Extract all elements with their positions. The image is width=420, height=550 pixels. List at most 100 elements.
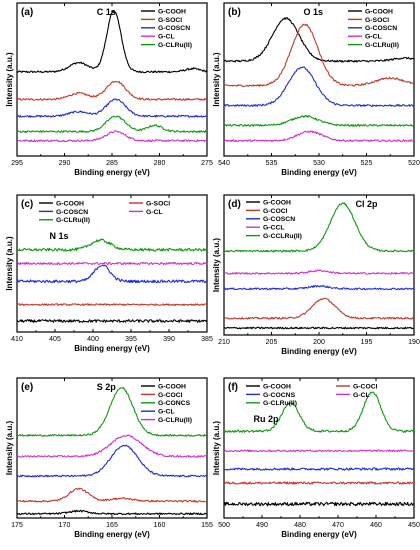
- panel-c-legend-label: G-CL: [146, 209, 163, 216]
- panel-e-xtick-label: 175: [11, 522, 23, 529]
- panel-f-xtick-label: 470: [332, 522, 344, 529]
- panel-c-legend-label: G-CLRu(II): [56, 217, 90, 224]
- panel-a-trace-g-cooh: [16, 10, 208, 74]
- panel-e-legend-label: G-CONCS: [158, 400, 191, 407]
- panel-a-legend-label: G-CLRu(II): [158, 42, 192, 49]
- panel-c-title: N 1s: [49, 231, 68, 241]
- panel-f-legend-label: G-COCl: [353, 383, 378, 390]
- panel-d-frame: [223, 194, 415, 336]
- panel-b-xtick-label: 540: [218, 160, 230, 167]
- panel-f-xtick-label: 450: [408, 522, 420, 529]
- panel-d-legend-label: G-COCl: [263, 208, 288, 215]
- panel-f-label: (f): [228, 382, 238, 393]
- panel-c-trace-g-cl: [16, 261, 208, 266]
- panel-f-trace-g-cocns: [223, 467, 415, 471]
- panel-f-trace-g-cl: [223, 449, 415, 453]
- panel-c-xtick-label: 395: [125, 336, 137, 343]
- panel-e-legend-label: G-CL: [158, 409, 175, 416]
- panel-e-trace-g-concs: [16, 386, 208, 437]
- panel-f-legend-label: G-CLRu(II): [263, 400, 297, 407]
- panel-c-xtick-label: 385: [201, 336, 213, 343]
- panel-a-ylabel: Intensity (a.u.): [5, 52, 14, 107]
- panel-d-legend-label: G-COSCN: [263, 216, 295, 223]
- panel-c-trace-g-socl: [16, 303, 208, 306]
- panel-f-xtick-label: 480: [294, 522, 306, 529]
- panel-f-xtick-label: 500: [218, 522, 230, 529]
- panel-b-xtick-label: 535: [266, 160, 278, 167]
- panel-b-trace-g-cl: [223, 130, 415, 143]
- panel-a-xtick-label: 285: [106, 160, 118, 167]
- panel-d-trace-g-coscn: [223, 284, 415, 291]
- panel-b-legend-label: G-CLRu(II): [365, 42, 399, 49]
- panel-f-frame: [223, 377, 415, 519]
- panel-d-xtick-label: 190: [408, 339, 420, 346]
- panel-c-legend-label: G-COSCN: [56, 209, 88, 216]
- panel-c-xtick-label: 400: [87, 336, 99, 343]
- panel-d-trace-g-cocl: [223, 297, 415, 320]
- panel-e-xlabel: Binding energy (eV): [74, 530, 150, 539]
- panel-b-xtick-label: 525: [361, 160, 373, 167]
- panel-d-title: Cl 2p: [355, 199, 378, 209]
- panel-e-legend-label: G-COOH: [158, 383, 186, 390]
- panel-e-xtick-label: 165: [106, 522, 118, 529]
- panel-f-legend-label: G-CL: [353, 392, 370, 399]
- panel-b-legend-label: G-COSCN: [365, 25, 397, 32]
- panel-a-legend-label: G-SOCl: [158, 17, 182, 24]
- panel-d-xtick-label: 200: [313, 339, 325, 346]
- panel-b-xtick-label: 520: [408, 160, 420, 167]
- panel-a-legend-label: G-COSCN: [158, 25, 190, 32]
- panel-d-legend-label: G-COOH: [263, 199, 291, 206]
- panel-f-trace-g-cocl: [223, 481, 415, 485]
- panel-c-xtick-label: 405: [49, 336, 61, 343]
- panel-b-label: (b): [228, 7, 241, 18]
- panel-d-trace-g-ccl: [223, 269, 415, 275]
- panel-b-title: O 1s: [304, 7, 324, 17]
- panel-a-title: C 1s: [97, 7, 116, 17]
- panel-d-label: (d): [228, 199, 241, 210]
- panel-d-xtick-label: 205: [266, 339, 278, 346]
- panel-a-xtick-label: 280: [154, 160, 166, 167]
- panel-c-xtick-label: 390: [163, 336, 175, 343]
- panel-d-xlabel: Binding energy (eV): [281, 347, 357, 356]
- panel-e-ylabel: Intensity (a.u.): [5, 421, 14, 476]
- panel-d-xtick-label: 195: [361, 339, 373, 346]
- panel-a-xtick-label: 290: [59, 160, 71, 167]
- panel-a-trace-g-cl: [16, 130, 208, 143]
- panel-f-xtick-label: 460: [370, 522, 382, 529]
- panel-e-frame: [16, 377, 208, 519]
- panel-e-trace-g-cocl: [16, 487, 208, 503]
- panel-f-xlabel: Binding energy (eV): [281, 530, 357, 539]
- panel-b-trace-g-socl: [223, 23, 415, 88]
- panel-d-trace-g-cooh: [223, 326, 415, 330]
- panel-f-title: Ru 2p: [253, 414, 279, 424]
- panel-f-legend-label: G-COCNS: [263, 392, 296, 399]
- panel-b-xlabel: Binding energy (eV): [281, 168, 357, 177]
- panel-e-trace-g-cl: [16, 444, 208, 478]
- panel-b-trace-g-clru-ii-: [223, 114, 415, 127]
- panel-b-xtick-label: 530: [313, 160, 325, 167]
- panel-e-legend-label: G-CLRu(II): [158, 417, 192, 424]
- panel-c-trace-g-coscn: [16, 264, 208, 284]
- panel-c-ylabel: Intensity (a.u.): [5, 236, 14, 291]
- panel-d-legend-label: G-CCL: [263, 225, 285, 232]
- panel-f-ylabel: Intensity (a.u.): [212, 421, 221, 476]
- panel-a-legend-label: G-COOH: [158, 8, 186, 15]
- panel-f-xtick-label: 490: [256, 522, 268, 529]
- panel-b-legend-label: G-CL: [365, 34, 382, 41]
- panel-b-legend-label: G-COOH: [365, 8, 393, 15]
- panel-a-xtick-label: 295: [11, 160, 23, 167]
- panel-b-ylabel: Intensity (a.u.): [212, 52, 221, 107]
- panel-e-label: (e): [21, 382, 33, 393]
- panel-f-trace-g-clru-ii-: [223, 391, 415, 433]
- panel-b-trace-g-cooh: [223, 17, 415, 63]
- panel-f-trace-g-cooh: [223, 501, 415, 507]
- panel-e-xtick-label: 170: [59, 522, 71, 529]
- panel-d-ylabel: Intensity (a.u.): [212, 238, 221, 293]
- panel-a-trace-g-coscn: [16, 98, 208, 118]
- panel-e-title: S 2p: [97, 382, 117, 392]
- panel-a-trace-g-clru-ii-: [16, 115, 208, 133]
- panel-c-trace-g-clru-ii-: [16, 238, 208, 252]
- panel-a-label: (a): [21, 7, 33, 18]
